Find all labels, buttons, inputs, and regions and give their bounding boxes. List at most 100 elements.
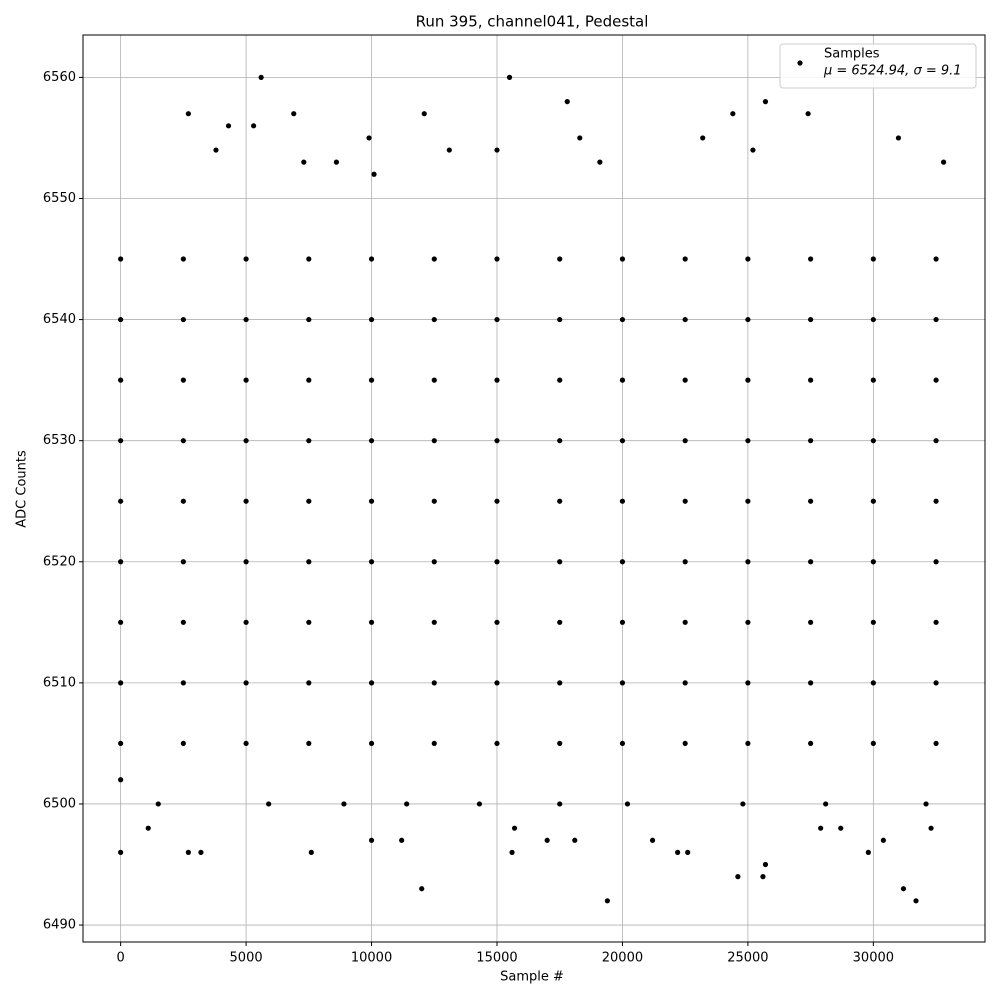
point — [682, 256, 688, 262]
point — [118, 377, 124, 383]
point — [306, 498, 312, 504]
point — [494, 316, 500, 323]
point — [118, 680, 124, 686]
point — [243, 740, 249, 747]
y-tick-label: 6540 — [43, 312, 76, 327]
point — [494, 377, 500, 383]
point — [266, 801, 272, 807]
y-tick-label: 6550 — [43, 191, 76, 206]
point — [368, 438, 375, 444]
point — [682, 559, 688, 565]
point — [604, 898, 610, 904]
point — [333, 159, 340, 165]
point — [431, 619, 437, 625]
point — [745, 438, 751, 444]
y-tick-label: 6510 — [43, 675, 76, 690]
point — [494, 559, 500, 565]
point — [368, 498, 375, 504]
x-tick-label: 25000 — [727, 951, 768, 966]
point — [509, 849, 515, 855]
point — [494, 256, 500, 262]
point — [368, 680, 375, 686]
point — [808, 680, 814, 686]
point — [180, 256, 186, 262]
point — [597, 159, 603, 165]
point — [700, 135, 706, 141]
point — [870, 740, 876, 747]
plot-frame — [82, 34, 986, 943]
y-tick-label: 6530 — [43, 433, 76, 448]
x-tick-label: 20000 — [602, 951, 643, 966]
point — [808, 740, 814, 747]
point — [243, 256, 249, 262]
point — [933, 498, 939, 504]
point — [118, 256, 124, 262]
point — [808, 438, 814, 444]
point — [557, 559, 563, 565]
point — [306, 377, 312, 383]
point — [431, 559, 437, 565]
point — [306, 619, 312, 625]
point — [431, 438, 437, 444]
point — [118, 777, 124, 783]
legend-marker — [797, 60, 803, 66]
point — [180, 498, 186, 504]
point — [923, 801, 929, 807]
y-tick-label: 6520 — [43, 554, 76, 569]
point — [838, 825, 844, 831]
point — [762, 861, 769, 868]
point — [118, 559, 124, 565]
point — [870, 680, 876, 686]
point — [745, 316, 751, 323]
point — [306, 316, 312, 323]
point — [180, 680, 186, 686]
point — [745, 559, 751, 565]
x-tick-label: 0 — [116, 951, 124, 966]
point — [808, 619, 814, 625]
point — [446, 147, 452, 153]
point — [557, 316, 563, 323]
point — [306, 680, 312, 686]
point — [870, 498, 876, 504]
point — [682, 680, 688, 686]
point — [808, 316, 814, 323]
point — [301, 159, 307, 165]
point — [341, 801, 347, 807]
point — [180, 377, 186, 383]
point — [180, 559, 186, 565]
point — [557, 680, 563, 686]
point — [682, 619, 688, 625]
point — [511, 825, 518, 831]
point — [933, 619, 939, 625]
point — [900, 886, 907, 892]
point — [933, 680, 939, 686]
point — [506, 74, 513, 80]
point — [431, 740, 437, 747]
point — [619, 316, 626, 323]
point — [431, 498, 437, 504]
point — [649, 837, 656, 843]
point — [306, 559, 312, 565]
point — [808, 377, 814, 383]
point — [619, 256, 626, 262]
point — [213, 147, 219, 153]
point — [745, 619, 751, 625]
point — [745, 740, 751, 747]
point — [619, 680, 626, 686]
point — [243, 559, 249, 565]
point — [431, 256, 437, 262]
point — [685, 849, 691, 855]
point — [185, 111, 191, 117]
point — [371, 171, 377, 177]
point — [730, 111, 736, 117]
point — [431, 680, 437, 686]
point — [941, 159, 947, 165]
point — [243, 498, 249, 504]
y-axis-label: ADC Counts — [15, 450, 30, 528]
point — [243, 377, 249, 383]
point — [865, 849, 871, 855]
point — [870, 619, 876, 625]
point — [682, 316, 688, 323]
point — [145, 825, 151, 831]
point — [118, 498, 124, 504]
